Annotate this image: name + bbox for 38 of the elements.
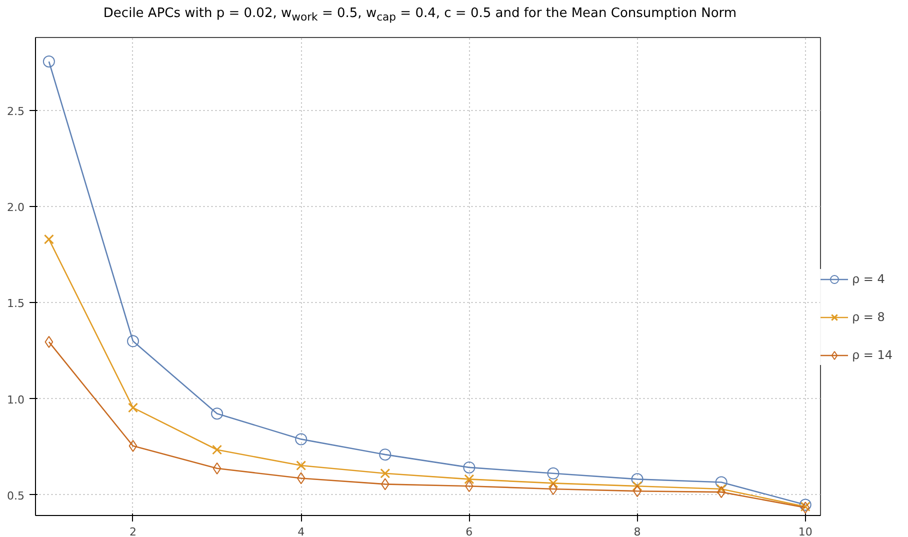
point	[799, 498, 812, 511]
point	[128, 440, 138, 452]
x-tick-label: 8	[634, 526, 641, 537]
chart-title: Decile APCs with p = 0.02, w$_{work}$ = 0.5, w$_{cap}$ = 0.4, c = 0.5 and for the Mean Consumption Norm	[102, 5, 738, 26]
x-tick-label: 2	[129, 526, 136, 537]
x-tick-label: 10	[798, 526, 812, 537]
point	[464, 474, 474, 484]
point	[126, 335, 139, 348]
point	[211, 408, 224, 420]
point	[44, 336, 54, 348]
point	[632, 481, 642, 492]
point	[44, 234, 54, 244]
y-tick-label: 2.5	[7, 105, 25, 118]
y-tick-label: 0.5	[7, 489, 25, 502]
point	[631, 473, 644, 486]
point	[716, 484, 726, 494]
x-tick-label: 4	[298, 526, 305, 537]
point	[715, 476, 728, 488]
point	[295, 433, 308, 446]
point	[380, 478, 390, 490]
point	[296, 460, 306, 471]
legend-label: ρ = 8	[852, 310, 886, 324]
point	[379, 448, 392, 461]
legend-label: ρ = 4	[852, 272, 886, 286]
point	[42, 56, 55, 68]
point	[380, 468, 390, 478]
point	[128, 402, 138, 413]
point	[212, 462, 222, 474]
point	[547, 467, 560, 480]
point	[463, 461, 476, 474]
point	[296, 472, 306, 484]
y-tick-label: 1.5	[7, 297, 25, 310]
y-tick-label: 1.0	[7, 393, 25, 406]
x-tick-label: 6	[466, 526, 473, 537]
point	[212, 444, 222, 455]
y-tick-label: 2.0	[7, 201, 25, 214]
legend-label: ρ = 14	[852, 348, 893, 362]
point	[548, 478, 558, 488]
